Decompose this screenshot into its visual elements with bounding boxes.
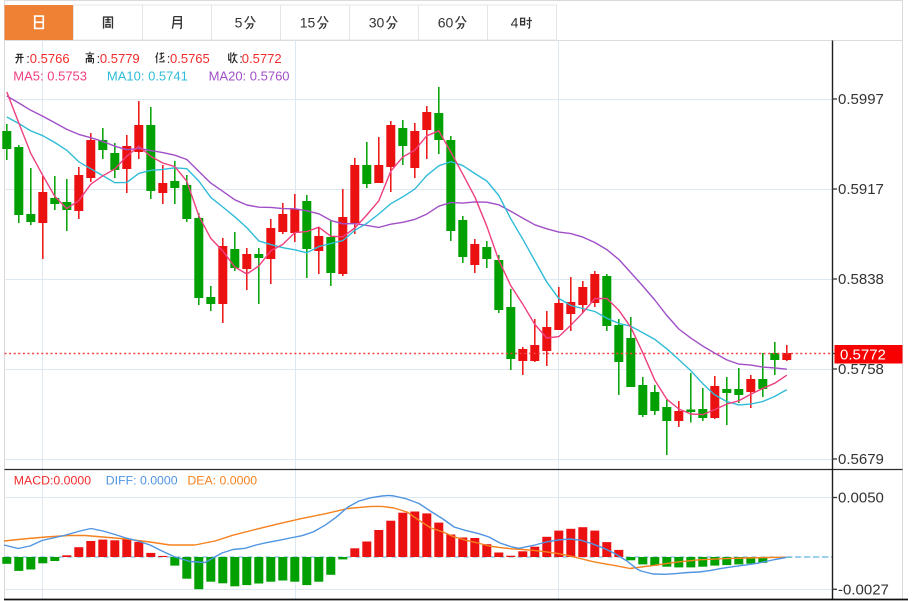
- svg-text:60: 60: [438, 15, 454, 31]
- svg-text:5: 5: [235, 15, 243, 31]
- svg-text:30: 30: [369, 15, 385, 31]
- svg-text:0.5679: 0.5679: [838, 451, 884, 468]
- svg-text:MA10: 0.5741: MA10: 0.5741: [107, 68, 188, 83]
- svg-text:0.5758: 0.5758: [838, 361, 884, 378]
- svg-text:4: 4: [511, 15, 519, 31]
- svg-text:MA5: 0.5753: MA5: 0.5753: [13, 68, 87, 83]
- svg-text:MA20: 0.5760: MA20: 0.5760: [209, 68, 290, 83]
- svg-text::: :: [26, 51, 30, 66]
- svg-text::: :: [239, 51, 243, 66]
- svg-text:0.5917: 0.5917: [838, 181, 884, 198]
- svg-text:0.5779: 0.5779: [100, 51, 140, 66]
- svg-text:0.5997: 0.5997: [838, 91, 884, 108]
- svg-text:0.5838: 0.5838: [838, 271, 884, 288]
- svg-text:MACD:0.0000: MACD:0.0000: [14, 474, 91, 488]
- svg-text:DEA: 0.0000: DEA: 0.0000: [187, 474, 257, 488]
- svg-text:-0.0027: -0.0027: [838, 582, 889, 599]
- svg-text:15: 15: [300, 15, 316, 31]
- svg-text:0.5772: 0.5772: [840, 347, 886, 364]
- svg-text:0.5772: 0.5772: [242, 51, 282, 66]
- svg-text::: :: [97, 51, 101, 66]
- svg-text::: :: [167, 51, 171, 66]
- svg-text:DIFF: 0.0000: DIFF: 0.0000: [106, 474, 178, 488]
- svg-text:0.5766: 0.5766: [30, 51, 70, 66]
- svg-text:0.0050: 0.0050: [838, 490, 884, 507]
- svg-text:0.5765: 0.5765: [170, 51, 210, 66]
